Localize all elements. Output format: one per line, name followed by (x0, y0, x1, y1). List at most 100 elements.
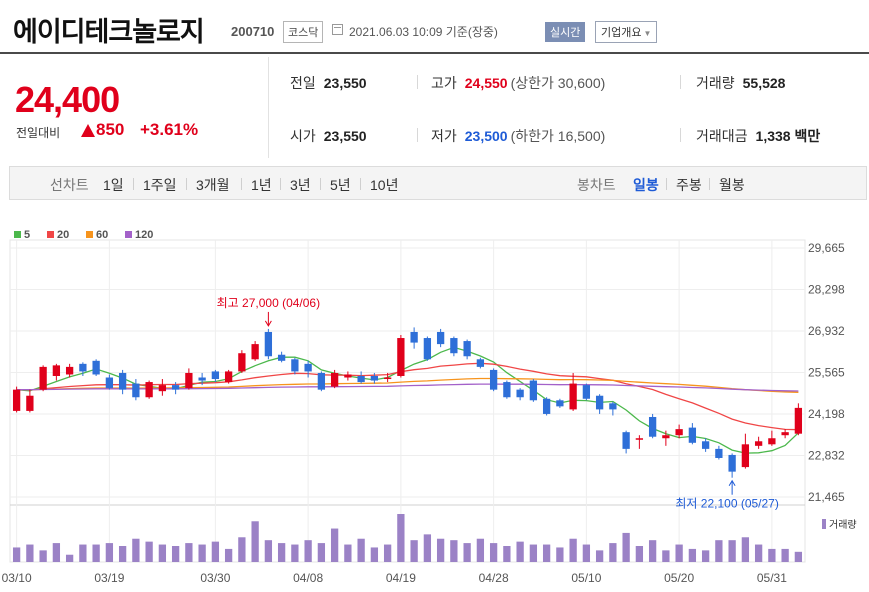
chart-frame (9, 239, 806, 563)
divider (186, 178, 187, 190)
y-tick-label: 22,832 (808, 448, 845, 462)
candle-daily[interactable]: 일봉 (633, 177, 659, 193)
volume-bar (317, 543, 326, 562)
volume-bar (12, 547, 21, 562)
volume-bar (529, 544, 538, 562)
candle (277, 354, 286, 361)
volume-bar (582, 544, 591, 562)
candle (635, 438, 644, 440)
divider (268, 57, 269, 158)
volume-bar (715, 540, 723, 562)
legend-ma60: 60 (86, 229, 108, 241)
candle (662, 435, 670, 439)
volume-bar (476, 538, 485, 562)
price-change: 850 (96, 120, 125, 139)
candle (211, 371, 220, 380)
candle (648, 416, 657, 437)
divider (417, 128, 418, 142)
x-tick-label: 04/19 (386, 571, 416, 585)
candle (65, 366, 74, 375)
volume-bar (357, 538, 365, 562)
volume-bar (211, 541, 220, 562)
volume-bar (768, 548, 776, 562)
x-tick-label: 05/10 (571, 571, 601, 585)
volume-legend: 거래량 (822, 516, 857, 531)
candle (489, 369, 498, 390)
market-badge: 코스닥 (283, 21, 324, 43)
period-1w[interactable]: 1주일 (143, 177, 177, 193)
candle (410, 331, 418, 343)
y-tick-label: 25,565 (808, 366, 845, 380)
ma5-line (16, 346, 799, 454)
divider (680, 128, 681, 142)
volume-bar (662, 550, 670, 562)
volume-bar (701, 550, 710, 562)
candle (423, 338, 432, 360)
volume-bar (397, 514, 405, 562)
candle (436, 331, 445, 345)
candle (357, 375, 365, 383)
volume-bar (132, 538, 140, 562)
divider (417, 75, 418, 89)
y-tick-label: 26,932 (808, 324, 845, 338)
period-1y[interactable]: 1년 (251, 177, 272, 193)
candle (158, 385, 167, 392)
volume-bar (330, 528, 339, 562)
high-annotation: 최고 27,000 (04/06) (217, 296, 320, 310)
candle (39, 366, 47, 390)
candle (251, 344, 259, 360)
volume-bar (542, 544, 551, 562)
realtime-button[interactable]: 실시간 (545, 22, 586, 42)
candle (675, 429, 683, 436)
candle (264, 331, 273, 357)
period-1d[interactable]: 1일 (103, 177, 124, 193)
candle (185, 372, 193, 389)
candle (556, 400, 564, 407)
volume-bar (52, 543, 61, 562)
legend-ma20: 20 (47, 229, 69, 241)
candle (715, 448, 723, 458)
divider (320, 178, 321, 190)
volume-bar (648, 540, 657, 562)
period-3m[interactable]: 3개월 (196, 177, 230, 193)
volume-bar (516, 541, 524, 562)
candle (145, 382, 153, 398)
legend-ma5: 5 (14, 229, 30, 241)
candle (52, 365, 61, 376)
volume-bar (503, 546, 511, 562)
candle (569, 383, 577, 410)
period-3y[interactable]: 3년 (290, 177, 311, 193)
period-5y[interactable]: 5년 (330, 177, 351, 193)
volume-bar (251, 521, 259, 562)
candle (582, 385, 591, 399)
company-info-dropdown[interactable]: 기업개요 ▼ (595, 21, 658, 43)
legend-ma120: 120 (125, 229, 153, 241)
y-tick-label: 28,298 (808, 283, 845, 297)
divider (241, 178, 242, 190)
y-tick-label: 21,465 (808, 490, 845, 504)
volume-bar (118, 546, 127, 562)
current-price: 24,400 (15, 79, 120, 120)
divider (666, 178, 667, 190)
period-10y[interactable]: 10년 (370, 177, 399, 193)
volume-bar (92, 544, 100, 562)
candle-monthly[interactable]: 월봉 (719, 177, 745, 193)
volume-bar (450, 540, 458, 562)
calendar-icon (332, 24, 343, 35)
candle (105, 377, 114, 389)
candle-weekly[interactable]: 주봉 (676, 177, 702, 193)
divider (133, 178, 134, 190)
stock-name: 에이디테크놀로지 (13, 17, 205, 47)
candle (92, 360, 100, 375)
candle (370, 375, 379, 381)
y-tick-label: 29,665 (808, 241, 845, 255)
volume-bar (423, 534, 432, 562)
high-arrowhead-icon (264, 320, 272, 327)
divider (709, 178, 710, 190)
volume-bar (65, 554, 74, 562)
candle (768, 438, 776, 445)
line-chart-label: 선차트 (50, 177, 89, 193)
volume-bar (158, 544, 167, 562)
volume-bar (224, 548, 233, 562)
